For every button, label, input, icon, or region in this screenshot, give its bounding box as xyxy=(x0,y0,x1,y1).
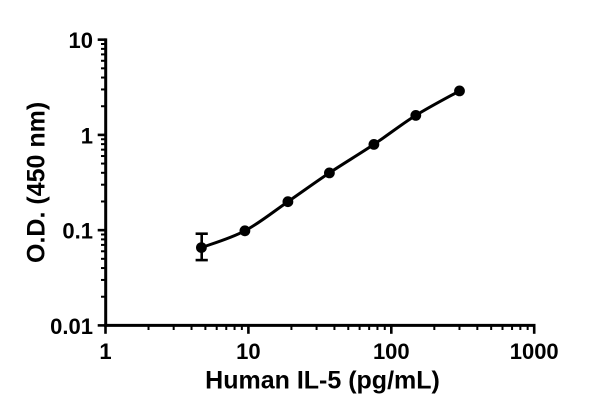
svg-text:Human IL-5 (pg/mL): Human IL-5 (pg/mL) xyxy=(205,367,440,395)
svg-text:1: 1 xyxy=(81,123,93,148)
svg-text:0.1: 0.1 xyxy=(62,219,93,244)
svg-text:1: 1 xyxy=(99,339,111,364)
svg-text:10: 10 xyxy=(69,28,93,53)
svg-text:0.01: 0.01 xyxy=(50,314,93,339)
svg-text:O.D. (450 nm): O.D. (450 nm) xyxy=(22,102,50,263)
svg-text:10: 10 xyxy=(236,339,260,364)
svg-text:1000: 1000 xyxy=(510,339,559,364)
svg-text:100: 100 xyxy=(373,339,410,364)
